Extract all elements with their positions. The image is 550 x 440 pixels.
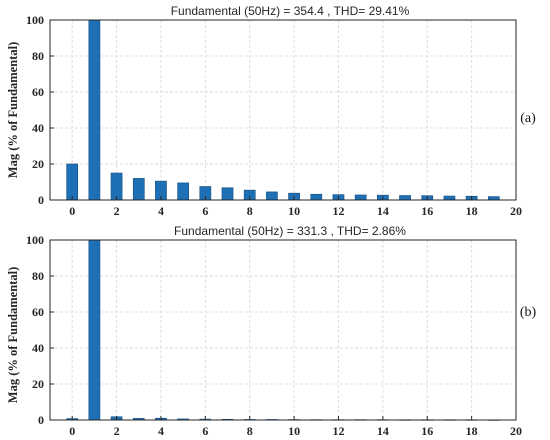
chart-b-y-ticks: 0 20 40 60 80 100 — [26, 233, 54, 427]
chart-b-y-tick-label: 80 — [32, 269, 44, 283]
chart-a-bar-harmonic-7 — [221, 187, 234, 201]
chart-a-bar-harmonic-3 — [132, 178, 145, 201]
chart-b-bars — [66, 239, 500, 421]
chart-b-x-tick-label: 8 — [247, 424, 253, 438]
chart-a-x-tick-label: 6 — [202, 204, 208, 218]
chart-a-bar-harmonic-19 — [487, 196, 500, 201]
chart-a-x-tick-label: 0 — [69, 204, 75, 218]
chart-a-y-tick-label: 40 — [32, 121, 44, 135]
chart-b-x-tick-label: 18 — [466, 424, 478, 438]
chart-a-x-tick-label: 2 — [114, 204, 120, 218]
chart-b-panel-label: (b) — [520, 305, 537, 320]
chart-b-x-tick-label: 6 — [202, 424, 208, 438]
chart-b-y-tick-label: 40 — [32, 341, 44, 355]
chart-a-bar-harmonic-1 — [88, 19, 101, 201]
chart-b-y-tick-label: 100 — [26, 233, 44, 247]
chart-a-panel-label: (a) — [520, 111, 536, 126]
chart-a-x-tick-label: 8 — [247, 204, 253, 218]
chart-a-x-ticks: 0 2 4 6 8 10 12 14 16 18 20 — [69, 196, 522, 218]
chart-a-bar-harmonic-0 — [66, 163, 79, 201]
chart-a-y-tick-label: 0 — [38, 193, 44, 207]
chart-b-x-tick-label: 16 — [421, 424, 433, 438]
chart-b-x-tick-label: 12 — [332, 424, 344, 438]
chart-a-y-tick-label: 100 — [26, 13, 44, 27]
chart-b-x-tick-label: 0 — [69, 424, 75, 438]
chart-b-plot-frame — [49, 239, 517, 421]
chart-b-ylabel: Mag (% of Fundamental) — [6, 267, 20, 403]
chart-b: Fundamental (50Hz) = 331.3 , THD= 2.86% … — [6, 224, 536, 438]
chart-b-x-tick-label: 14 — [377, 424, 389, 438]
chart-a-bar-harmonic-13 — [354, 194, 367, 201]
chart-a-x-tick-label: 10 — [288, 204, 300, 218]
chart-b-x-ticks: 0 2 4 6 8 10 12 14 16 18 20 — [69, 416, 522, 438]
chart-a-bar-harmonic-17 — [443, 195, 456, 201]
chart-b-title: Fundamental (50Hz) = 331.3 , THD= 2.86% — [174, 224, 406, 238]
chart-a-bar-harmonic-2 — [110, 172, 123, 201]
chart-a-y-tick-label: 80 — [32, 49, 44, 63]
chart-b-y-tick-label: 60 — [32, 305, 44, 319]
chart-a-y-tick-label: 60 — [32, 85, 44, 99]
chart-a-x-tick-label: 12 — [332, 204, 344, 218]
chart-a-bar-harmonic-5 — [177, 182, 189, 201]
chart-a-bars — [66, 19, 500, 201]
chart-a: Fundamental (50Hz) = 354.4 , THD= 29.41%… — [6, 4, 536, 218]
chart-a-bar-harmonic-15 — [399, 195, 411, 201]
chart-b-y-tick-label: 0 — [38, 413, 44, 427]
chart-a-x-tick-label: 20 — [510, 204, 522, 218]
chart-a-title: Fundamental (50Hz) = 354.4 , THD= 29.41% — [171, 4, 410, 18]
chart-b-x-tick-label: 2 — [114, 424, 120, 438]
chart-a-bar-harmonic-11 — [310, 193, 323, 201]
chart-a-y-tick-label: 20 — [32, 157, 44, 171]
chart-a-x-tick-label: 16 — [421, 204, 433, 218]
chart-a-x-tick-label: 4 — [158, 204, 164, 218]
chart-a-x-tick-label: 18 — [466, 204, 478, 218]
chart-a-bar-harmonic-9 — [266, 191, 278, 201]
chart-b-x-tick-label: 20 — [510, 424, 522, 438]
chart-a-ylabel: Mag (% of Fundamental) — [6, 42, 20, 178]
chart-b-y-tick-label: 20 — [32, 377, 44, 391]
chart-a-plot-frame — [49, 19, 517, 201]
chart-b-grid — [50, 239, 517, 421]
chart-a-x-tick-label: 14 — [377, 204, 389, 218]
chart-b-x-tick-label: 10 — [288, 424, 300, 438]
chart-b-x-tick-label: 4 — [158, 424, 164, 438]
chart-b-bar-harmonic-1 — [88, 239, 101, 421]
chart-a-y-ticks: 0 20 40 60 80 100 — [26, 13, 54, 207]
